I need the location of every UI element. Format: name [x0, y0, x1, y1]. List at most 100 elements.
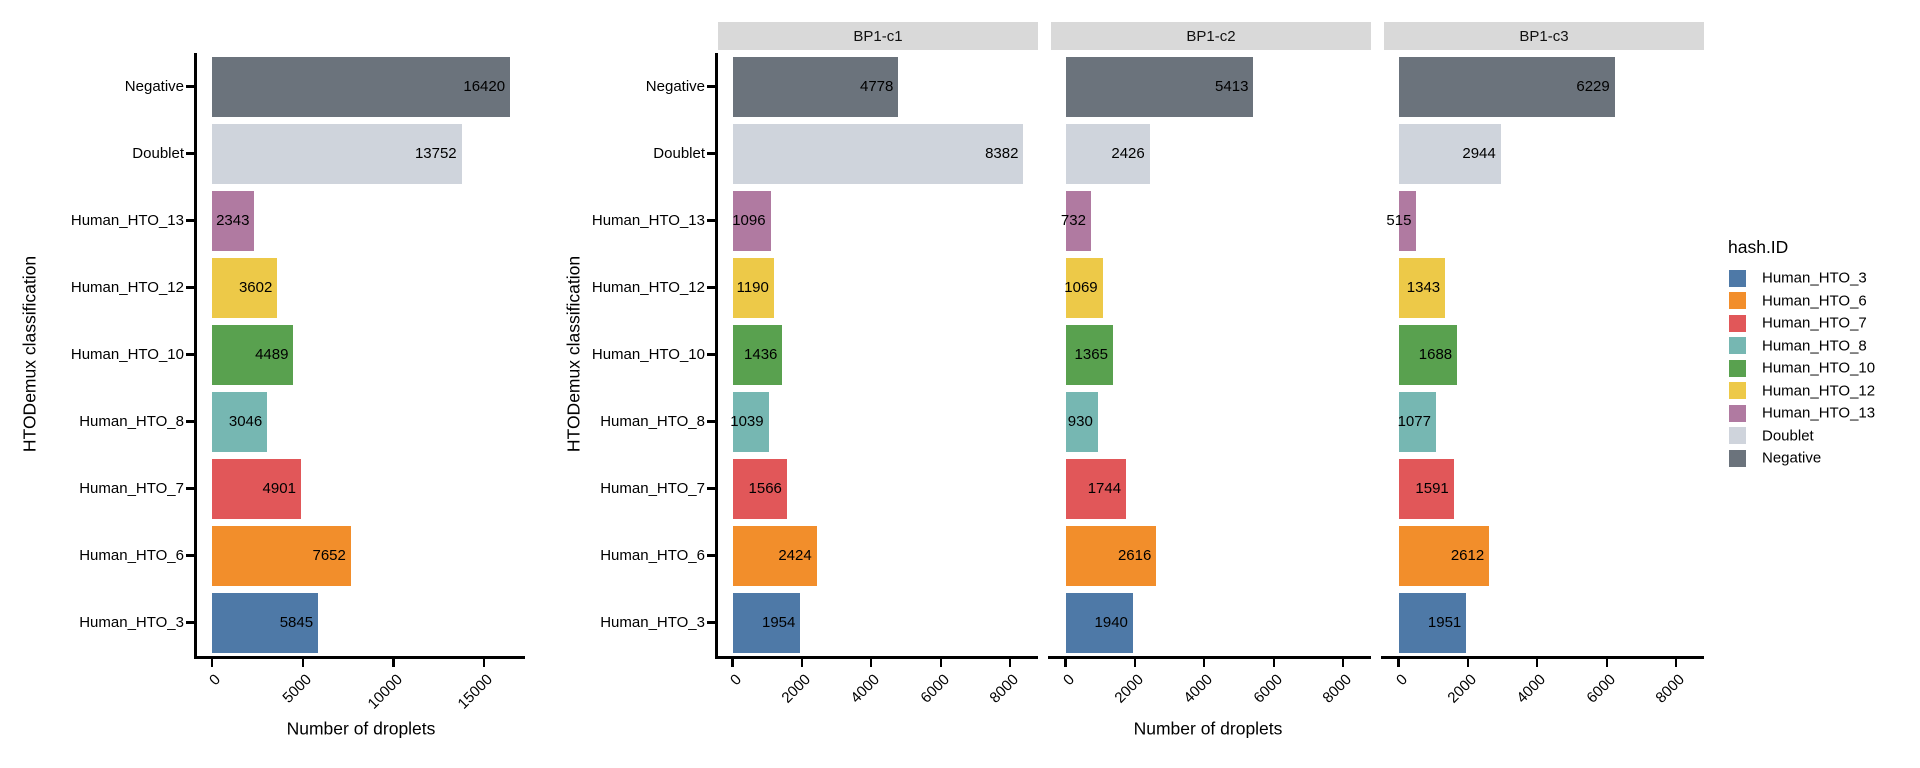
x-tick-mark — [1466, 658, 1470, 667]
y-tick-mark — [186, 286, 195, 289]
bar-value-label: 4489 — [255, 346, 289, 363]
legend-label-Doublet: Doublet — [1762, 427, 1814, 444]
x-tick-label: 0 — [1059, 671, 1078, 689]
bar-value-label: 1688 — [1418, 346, 1453, 363]
bar-row-Human_HTO_3: 1954 — [718, 589, 1038, 656]
bar-Negative — [1065, 56, 1254, 117]
x-tick-label: 0 — [726, 671, 745, 689]
x-tick-mark — [870, 658, 873, 667]
bar-row-Human_HTO_13: 515 — [1384, 187, 1704, 254]
bar-value-label: 1591 — [1415, 480, 1449, 497]
bar-value-label: 1744 — [1087, 480, 1122, 497]
x-tick-mark — [731, 658, 734, 667]
bar-row-Human_HTO_7: 4901 — [197, 455, 525, 522]
legend-label-Human_HTO_10: Human_HTO_10 — [1762, 359, 1876, 377]
bar-Human_HTO_13 — [1065, 190, 1091, 251]
bar-Negative — [732, 56, 899, 117]
bar-value-label: 1069 — [1064, 279, 1098, 296]
x-tick-mark — [483, 658, 486, 667]
bar-Negative — [1398, 56, 1615, 117]
x-tick-label: 8000 — [1319, 671, 1356, 707]
y-tick-label-Negative: Negative — [124, 77, 184, 95]
x-tick-label: 8000 — [986, 671, 1023, 707]
bar-value-label: 1077 — [1397, 413, 1431, 430]
bar-Human_HTO_13 — [211, 190, 255, 251]
x-tick-mark — [1064, 658, 1067, 667]
bar-row-Human_HTO_12: 3602 — [197, 254, 525, 321]
bar-row-Human_HTO_6: 2424 — [718, 522, 1038, 589]
x-tick-mark — [392, 658, 395, 667]
legend-key-Human_HTO_3 — [1729, 269, 1746, 287]
bar-value-label: 1954 — [762, 614, 796, 631]
x-tick-label: 2000 — [1111, 671, 1147, 707]
bar-Human_HTO_12 — [1398, 257, 1446, 318]
y-tick-mark — [707, 219, 716, 222]
bar-Human_HTO_3 — [732, 592, 801, 653]
x-tick-mark — [1675, 658, 1678, 667]
bar-row-Human_HTO_7: 1566 — [718, 455, 1038, 522]
bar-row-Human_HTO_8: 1039 — [718, 388, 1038, 455]
bar-Human_HTO_6 — [1065, 525, 1157, 586]
bar-row-Human_HTO_13: 1096 — [718, 187, 1038, 254]
bar-value-label: 1940 — [1094, 614, 1128, 631]
bar-Human_HTO_7 — [732, 458, 787, 519]
y-axis-line-overall — [194, 53, 197, 659]
bar-Human_HTO_12 — [1065, 257, 1103, 318]
legend-key-Human_HTO_10 — [1729, 359, 1746, 377]
bar-Human_HTO_6 — [732, 525, 817, 586]
bar-value-label: 4778 — [860, 78, 894, 95]
y-tick-mark — [186, 487, 195, 490]
y-tick-label-Human_HTO_10: Human_HTO_10 — [591, 345, 705, 363]
x-tick-label: 6000 — [917, 671, 953, 707]
y-tick-label-Doublet: Doublet — [132, 144, 184, 162]
bar-value-label: 1436 — [744, 346, 778, 363]
y-tick-label-Human_HTO_13: Human_HTO_13 — [70, 211, 184, 229]
x-tick-label: 2000 — [1444, 671, 1480, 707]
y-tick-label-Human_HTO_10: Human_HTO_10 — [70, 345, 184, 363]
y-tick-mark — [186, 554, 195, 557]
bar-row-Human_HTO_12: 1069 — [1051, 254, 1371, 321]
bar-Human_HTO_8 — [732, 391, 769, 452]
x-tick-label: 6000 — [1250, 671, 1286, 707]
bar-Negative — [211, 56, 511, 117]
legend-key-Human_HTO_7 — [1729, 314, 1746, 332]
bar-value-label: 13752 — [414, 145, 457, 162]
bar-value-label: 1343 — [1406, 279, 1441, 296]
bar-row-Human_HTO_12: 1343 — [1384, 254, 1704, 321]
y-tick-label-Human_HTO_3: Human_HTO_3 — [79, 613, 184, 631]
x-axis-line-overall — [194, 656, 525, 659]
bar-row-Human_HTO_8: 930 — [1051, 388, 1371, 455]
legend-label-Human_HTO_7: Human_HTO_7 — [1762, 314, 1867, 332]
y-tick-label-Negative: Negative — [645, 77, 705, 95]
bar-Human_HTO_13 — [732, 190, 771, 251]
bar-Human_HTO_8 — [211, 391, 268, 452]
x-tick-mark — [301, 658, 304, 667]
x-tick-label: 8000 — [1652, 671, 1689, 707]
bar-Human_HTO_12 — [732, 257, 774, 318]
bar-value-label: 732 — [1060, 212, 1086, 229]
y-tick-mark — [707, 554, 716, 557]
bar-value-label: 5413 — [1215, 78, 1249, 95]
y-tick-mark — [707, 152, 716, 155]
bar-value-label: 1039 — [730, 413, 764, 430]
bar-value-label: 1365 — [1074, 346, 1108, 363]
y-tick-mark — [186, 353, 195, 356]
bar-row-Human_HTO_3: 1951 — [1384, 589, 1704, 656]
bar-row-Doublet: 2944 — [1384, 120, 1704, 187]
bar-Human_HTO_7 — [211, 458, 301, 519]
legend-label-Negative: Negative — [1762, 449, 1822, 467]
y-tick-mark — [707, 621, 716, 624]
x-tick-label: 10000 — [364, 671, 406, 713]
bar-row-Human_HTO_3: 1940 — [1051, 589, 1371, 656]
bar-row-Doublet: 13752 — [197, 120, 525, 187]
legend-title: hash.ID — [1728, 237, 1789, 257]
x-tick-label: 4000 — [1513, 671, 1550, 707]
bar-row-Human_HTO_7: 1591 — [1384, 455, 1704, 522]
legend-key-Doublet — [1729, 427, 1746, 444]
bar-value-label: 2343 — [216, 212, 250, 229]
y-tick-label-Human_HTO_8: Human_HTO_8 — [79, 412, 184, 430]
x-tick-label: 2000 — [778, 671, 814, 707]
bar-Human_HTO_12 — [211, 257, 278, 318]
y-tick-label-Human_HTO_6: Human_HTO_6 — [600, 546, 705, 564]
bar-Human_HTO_3 — [211, 592, 319, 653]
